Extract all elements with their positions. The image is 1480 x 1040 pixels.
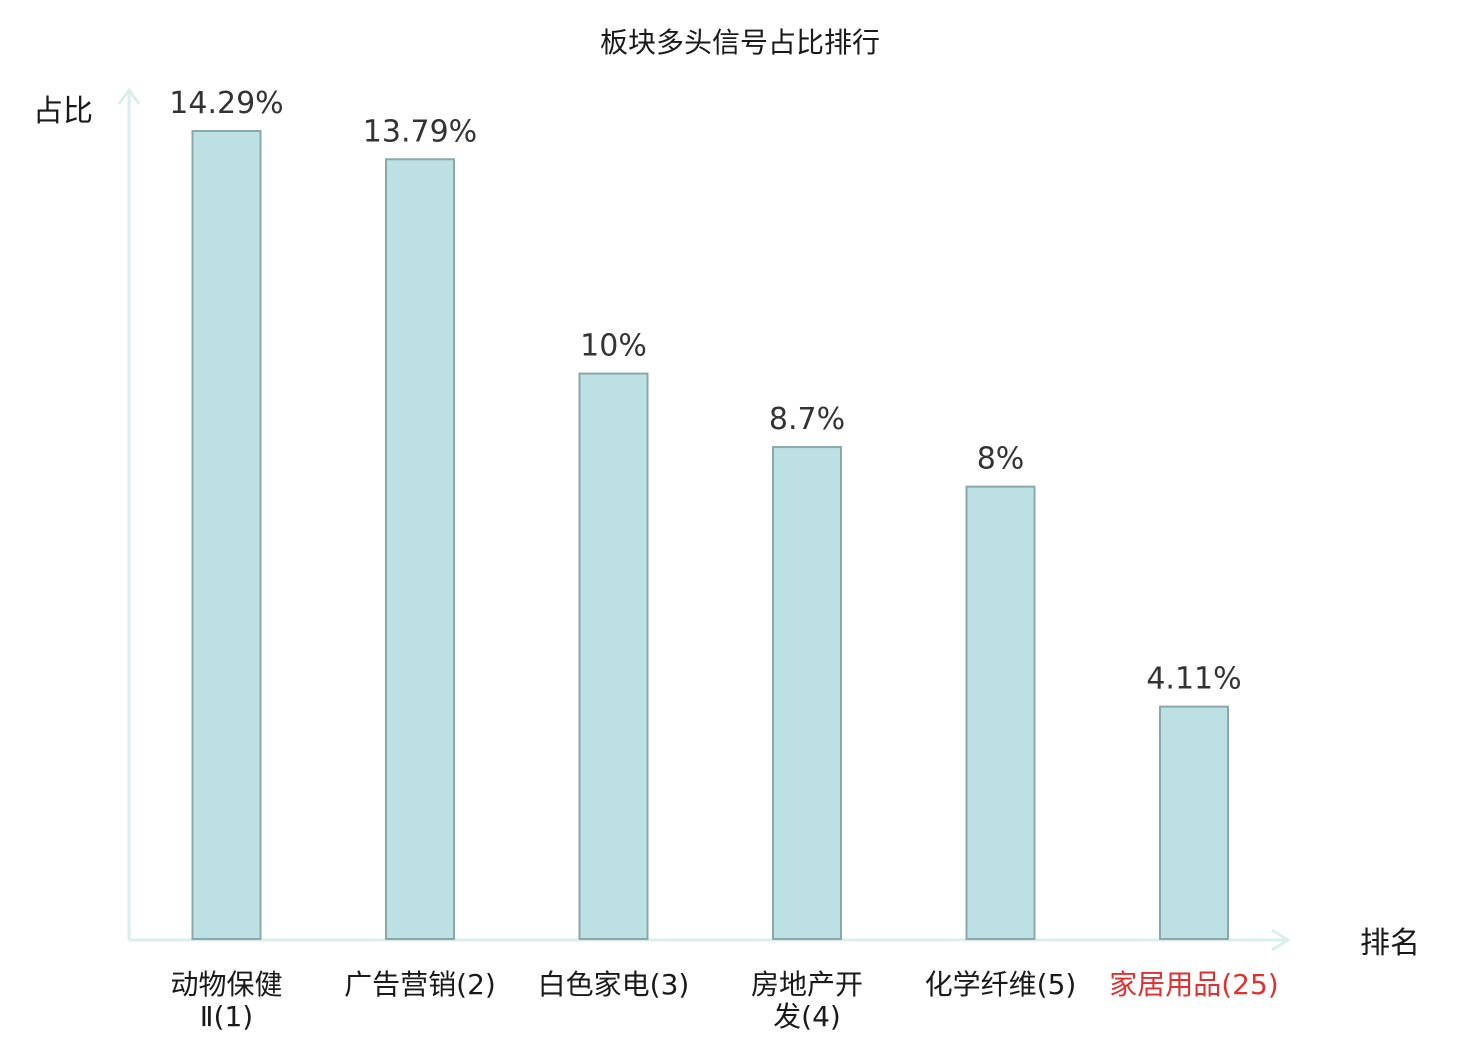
- category-label-4-line-2: 发(4): [773, 1000, 841, 1033]
- x-axis-label: 排名: [1360, 926, 1420, 961]
- value-label-1: 14.29%: [169, 86, 283, 121]
- bars: [191, 130, 1229, 940]
- x-axis: [129, 928, 1291, 952]
- bar-2: [385, 158, 455, 940]
- category-label-2: 广告营销(2): [344, 968, 496, 1001]
- chart-title: 板块多头信号占比排行: [600, 26, 880, 59]
- value-label-2: 13.79%: [363, 114, 477, 149]
- bar-4: [772, 446, 842, 940]
- value-label-5: 8%: [977, 442, 1025, 477]
- category-label-5: 化学纤维(5): [925, 968, 1077, 1001]
- bar-3: [578, 372, 649, 940]
- category-label-6: 家居用品(25): [1109, 968, 1278, 1001]
- bar-1: [191, 130, 262, 940]
- value-label-3: 10%: [580, 329, 647, 364]
- value-labels: 14.29% 13.79% 10% 8.7% 8% 4.11%: [169, 86, 1241, 697]
- y-axis: [117, 87, 141, 940]
- value-label-6: 4.11%: [1146, 662, 1241, 697]
- bar-5: [965, 485, 1036, 940]
- category-label-4-line-1: 房地产开: [751, 968, 863, 1001]
- y-axis-label: 占比: [33, 94, 93, 129]
- value-label-4: 8.7%: [769, 402, 845, 437]
- category-label-3: 白色家电(3): [538, 968, 690, 1001]
- bar-6: [1159, 705, 1229, 940]
- category-label-1-line-1: 动物保健: [170, 968, 282, 1001]
- category-label-1-line-2: Ⅱ(1): [200, 1000, 253, 1033]
